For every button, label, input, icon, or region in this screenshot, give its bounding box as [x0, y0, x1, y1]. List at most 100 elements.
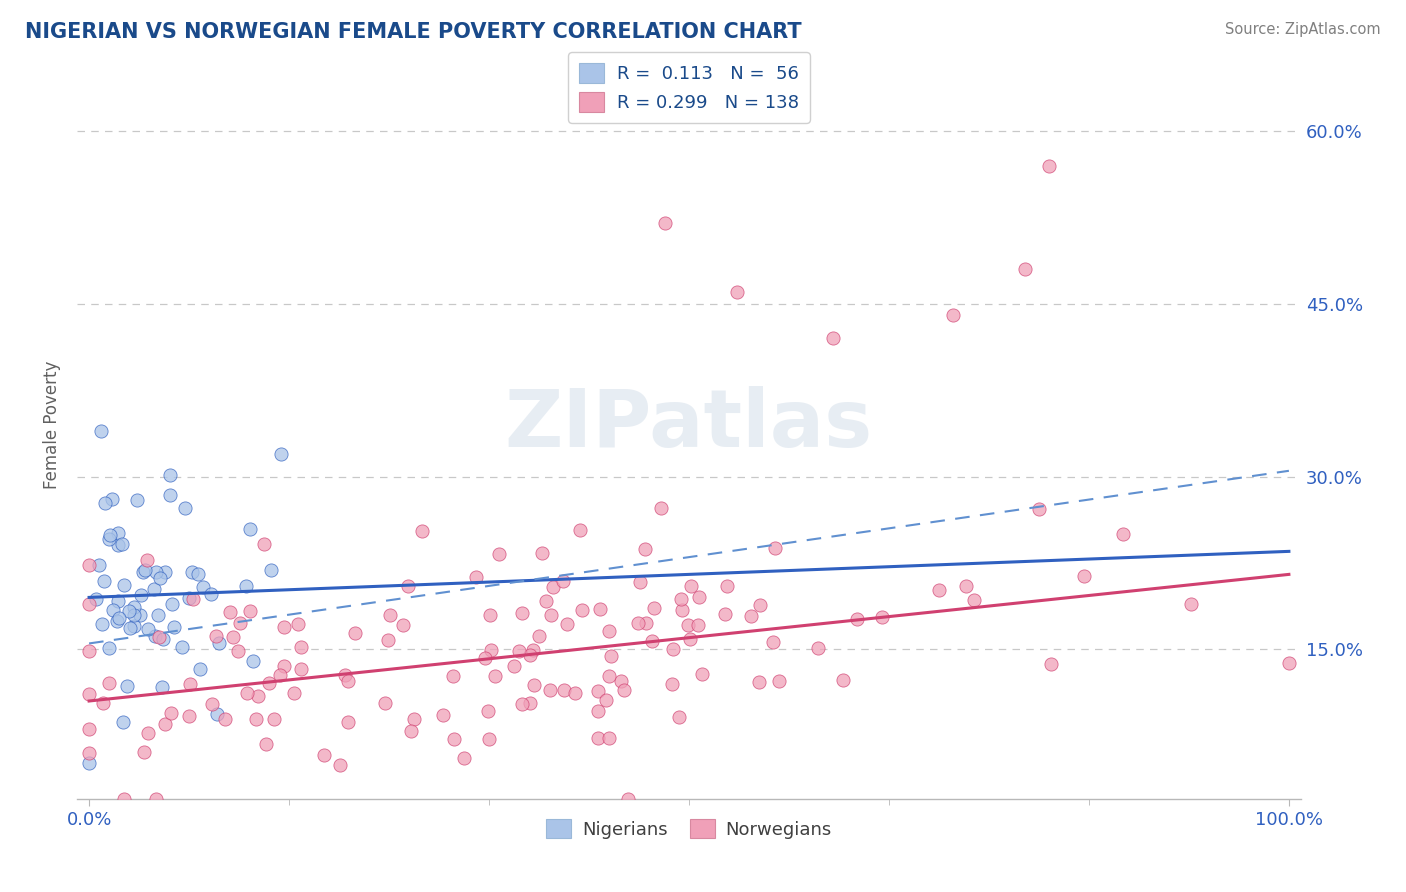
Point [254, 738, 277, 752]
Point [90, 424, 112, 438]
Point [112, 578, 135, 592]
Point [617, 792, 640, 806]
Point [77, 756, 100, 771]
Point [114, 792, 136, 806]
Point [681, 579, 703, 593]
Point [98, 640, 121, 655]
Point [329, 758, 352, 772]
Point [1014, 262, 1036, 277]
Point [527, 629, 550, 643]
Point [257, 676, 280, 690]
Point [586, 731, 609, 746]
Point [1180, 598, 1202, 612]
Point [333, 668, 356, 682]
Point [160, 598, 183, 612]
Point [377, 633, 399, 648]
Point [219, 606, 242, 620]
Point [688, 590, 710, 604]
Point [90, 616, 112, 631]
Point [540, 607, 562, 622]
Point [77, 644, 100, 658]
Point [107, 611, 129, 625]
Point [478, 731, 501, 746]
Point [671, 603, 693, 617]
Point [571, 603, 593, 617]
Point [634, 541, 657, 556]
Point [599, 648, 621, 663]
Point [564, 685, 586, 699]
Point [690, 667, 713, 681]
Point [508, 644, 530, 658]
Point [474, 650, 496, 665]
Point [441, 669, 464, 683]
Point [484, 669, 506, 683]
Point [650, 501, 672, 516]
Point [111, 537, 134, 551]
Point [479, 643, 502, 657]
Point [1112, 526, 1135, 541]
Point [150, 680, 173, 694]
Point [193, 580, 215, 594]
Point [396, 579, 419, 593]
Point [229, 616, 252, 631]
Point [84, 592, 107, 607]
Point [402, 711, 425, 725]
Point [98, 532, 121, 546]
Point [245, 712, 267, 726]
Point [149, 571, 172, 585]
Point [661, 677, 683, 691]
Point [239, 523, 262, 537]
Point [163, 620, 186, 634]
Point [101, 492, 124, 507]
Point [134, 745, 156, 759]
Point [686, 618, 709, 632]
Legend: Nigerians, Norwegians: Nigerians, Norwegians [538, 812, 839, 846]
Point [510, 697, 533, 711]
Point [668, 710, 690, 724]
Point [344, 626, 367, 640]
Point [77, 558, 100, 572]
Point [160, 706, 183, 720]
Point [179, 591, 201, 606]
Point [94, 496, 117, 510]
Point [821, 331, 844, 345]
Point [477, 704, 499, 718]
Point [928, 582, 950, 597]
Point [432, 707, 454, 722]
Point [519, 697, 541, 711]
Point [479, 607, 502, 622]
Point [180, 566, 202, 580]
Point [107, 525, 129, 540]
Point [238, 604, 260, 618]
Point [740, 608, 762, 623]
Point [136, 725, 159, 739]
Point [153, 565, 176, 579]
Point [627, 615, 650, 630]
Point [98, 528, 121, 542]
Point [679, 632, 702, 646]
Point [188, 662, 211, 676]
Point [762, 635, 785, 649]
Point [273, 659, 295, 673]
Point [269, 667, 291, 681]
Point [77, 722, 100, 736]
Point [613, 683, 636, 698]
Point [148, 630, 170, 644]
Point [98, 676, 121, 690]
Point [443, 732, 465, 747]
Point [129, 607, 152, 622]
Point [205, 706, 228, 721]
Point [845, 612, 868, 626]
Point [118, 621, 141, 635]
Point [502, 658, 524, 673]
Point [654, 216, 676, 230]
Point [662, 642, 685, 657]
Point [716, 579, 738, 593]
Point [115, 679, 138, 693]
Point [145, 792, 167, 806]
Point [77, 687, 100, 701]
Point [807, 641, 830, 656]
Point [598, 624, 620, 639]
Point [135, 553, 157, 567]
Point [586, 704, 609, 718]
